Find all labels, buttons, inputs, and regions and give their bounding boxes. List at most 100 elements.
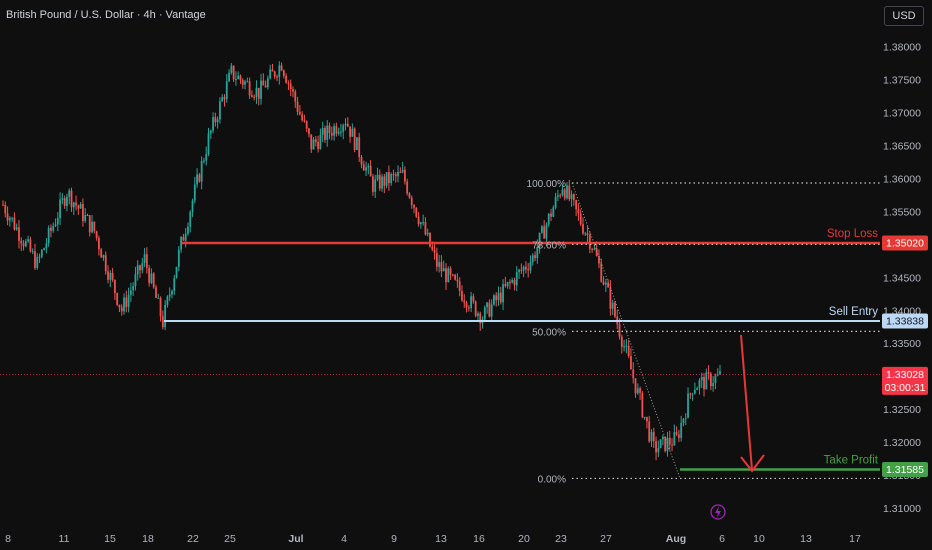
x-tick-label: 22 bbox=[187, 533, 199, 545]
candle-body bbox=[86, 214, 89, 216]
candle-body bbox=[458, 281, 461, 292]
candle-body bbox=[538, 232, 541, 247]
fib-level-label: 0.00% bbox=[538, 474, 566, 485]
candle-body bbox=[650, 431, 653, 442]
candle-body bbox=[527, 269, 530, 271]
candle-body bbox=[189, 212, 192, 227]
candle-body bbox=[241, 80, 244, 85]
candle-body bbox=[27, 239, 30, 242]
candle-body bbox=[79, 204, 82, 209]
candle-body bbox=[449, 268, 452, 275]
candle-body bbox=[415, 207, 418, 217]
candle-body bbox=[187, 226, 189, 234]
stop-loss-label: Stop Loss bbox=[827, 228, 878, 240]
candle-body bbox=[360, 157, 363, 165]
y-tick-label: 1.36500 bbox=[883, 140, 921, 152]
candle-body bbox=[91, 221, 93, 233]
stop-loss-price-tag: 1.35020 bbox=[886, 238, 924, 250]
candle-body bbox=[584, 233, 587, 235]
candle-body bbox=[353, 128, 356, 150]
candle-body bbox=[129, 290, 132, 295]
candle-body bbox=[205, 153, 208, 161]
candle-body bbox=[319, 134, 322, 150]
candle-body bbox=[509, 281, 511, 283]
candle-body bbox=[102, 255, 105, 258]
candle-body bbox=[38, 256, 41, 258]
candle-body bbox=[104, 255, 107, 272]
x-tick-label: 4 bbox=[341, 533, 347, 545]
candle-body bbox=[659, 439, 662, 449]
candle-body bbox=[568, 185, 571, 200]
candle-body bbox=[358, 137, 361, 158]
candle-body bbox=[419, 222, 422, 225]
candle-body bbox=[193, 184, 196, 201]
candle-body bbox=[600, 263, 603, 282]
candle-body bbox=[127, 294, 130, 307]
candle-body bbox=[111, 272, 114, 280]
y-tick-label: 1.33500 bbox=[883, 338, 921, 350]
candle-body bbox=[378, 174, 381, 189]
candle-body bbox=[212, 117, 214, 131]
candle-body bbox=[680, 422, 683, 438]
candle-body bbox=[296, 101, 299, 112]
candle-body bbox=[95, 231, 98, 238]
candle-body bbox=[547, 213, 550, 225]
x-tick-label: 23 bbox=[555, 533, 567, 545]
take-profit-price-tag-bg bbox=[882, 462, 928, 478]
candle-body bbox=[465, 302, 468, 308]
candle-body bbox=[24, 241, 27, 247]
sell-entry-price-tag-bg bbox=[882, 313, 928, 329]
candle-body bbox=[707, 372, 710, 374]
x-tick-label: Aug bbox=[666, 533, 686, 545]
candle-body bbox=[479, 313, 482, 324]
x-tick-label: 13 bbox=[800, 533, 812, 545]
candle-body bbox=[392, 174, 395, 176]
candle-body bbox=[145, 254, 148, 268]
candle-body bbox=[563, 189, 566, 199]
candle-body bbox=[155, 287, 157, 298]
current-price-tag-bg bbox=[882, 366, 928, 395]
candle-body bbox=[712, 383, 715, 387]
candle-body bbox=[591, 248, 594, 250]
candle-body bbox=[719, 371, 721, 375]
candle-body bbox=[570, 194, 573, 200]
candle-body bbox=[200, 161, 203, 182]
candle-body bbox=[714, 375, 717, 384]
candle-body bbox=[262, 80, 265, 86]
candle-body bbox=[70, 190, 73, 208]
candle-body bbox=[219, 101, 221, 120]
candle-body bbox=[118, 304, 121, 308]
candle-body bbox=[171, 290, 173, 295]
candle-body bbox=[253, 96, 256, 98]
candle-body bbox=[246, 81, 249, 83]
candle-body bbox=[141, 262, 144, 271]
candle-body bbox=[531, 255, 534, 262]
candle-body bbox=[31, 251, 34, 253]
currency-button[interactable]: USD bbox=[884, 6, 924, 26]
candle-body bbox=[166, 296, 169, 305]
candle-body bbox=[376, 174, 379, 180]
candle-body bbox=[13, 217, 16, 230]
candle-body bbox=[214, 117, 217, 123]
candle-body bbox=[344, 123, 347, 126]
candle-body bbox=[447, 268, 450, 283]
candle-body bbox=[394, 174, 397, 177]
candle-body bbox=[422, 222, 425, 224]
candle-body bbox=[184, 233, 187, 241]
candle-body bbox=[134, 274, 137, 287]
candle-body bbox=[636, 388, 639, 394]
candle-body bbox=[278, 65, 281, 78]
candle-body bbox=[451, 274, 454, 276]
candle-body bbox=[177, 249, 180, 267]
candle-body bbox=[630, 356, 632, 370]
projection-arrowhead bbox=[740, 454, 765, 473]
candle-body bbox=[417, 216, 420, 225]
candle-body bbox=[216, 119, 219, 123]
lightning-bolt-icon bbox=[715, 506, 721, 518]
candle-body bbox=[641, 392, 644, 418]
candle-body bbox=[346, 123, 349, 127]
candle-body bbox=[666, 437, 669, 452]
candle-body bbox=[280, 65, 283, 71]
candle-body bbox=[673, 432, 676, 446]
